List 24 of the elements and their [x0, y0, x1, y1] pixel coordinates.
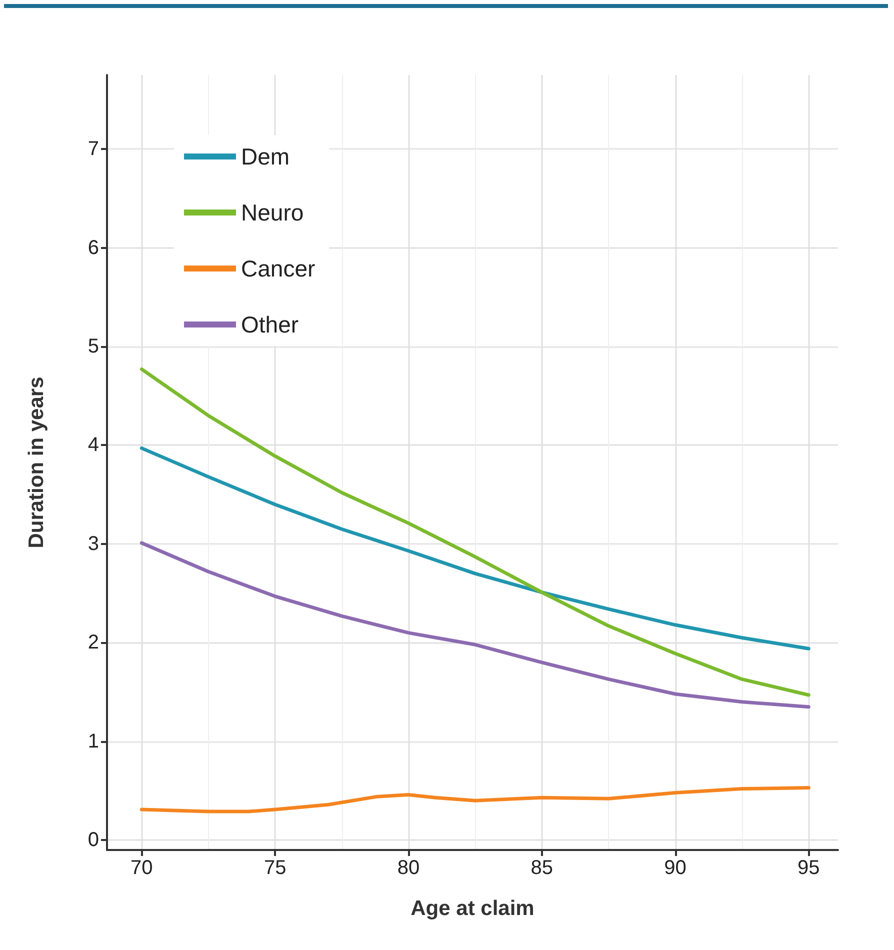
legend-label: Other	[241, 312, 299, 338]
x-tick-label: 95	[798, 857, 820, 879]
y-tick-label: 4	[88, 434, 99, 456]
y-tick-label: 6	[88, 236, 99, 259]
y-tick-label: 1	[88, 730, 99, 752]
legend-label: Cancer	[241, 256, 316, 282]
y-tick-label: 2	[88, 632, 99, 654]
y-axis-title: Duration in years	[25, 376, 48, 548]
x-tick-label: 85	[530, 857, 553, 879]
x-axis-title: Age at claim	[410, 897, 534, 920]
legend-label: Dem	[241, 144, 290, 170]
line-series	[140, 541, 810, 709]
y-tick-label: 3	[88, 532, 99, 555]
x-tick-label: 75	[264, 857, 286, 879]
y-tick-label: 0	[88, 829, 99, 852]
y-tick-label: 7	[88, 138, 99, 160]
x-tick-label: 90	[664, 857, 686, 879]
x-tick-label: 70	[130, 857, 153, 879]
line-series	[140, 446, 810, 650]
line-series	[140, 367, 810, 697]
line-series	[140, 786, 810, 814]
y-tick-label: 5	[88, 335, 99, 358]
legend-label: Neuro	[241, 200, 304, 226]
x-tick-label: 80	[397, 857, 420, 879]
